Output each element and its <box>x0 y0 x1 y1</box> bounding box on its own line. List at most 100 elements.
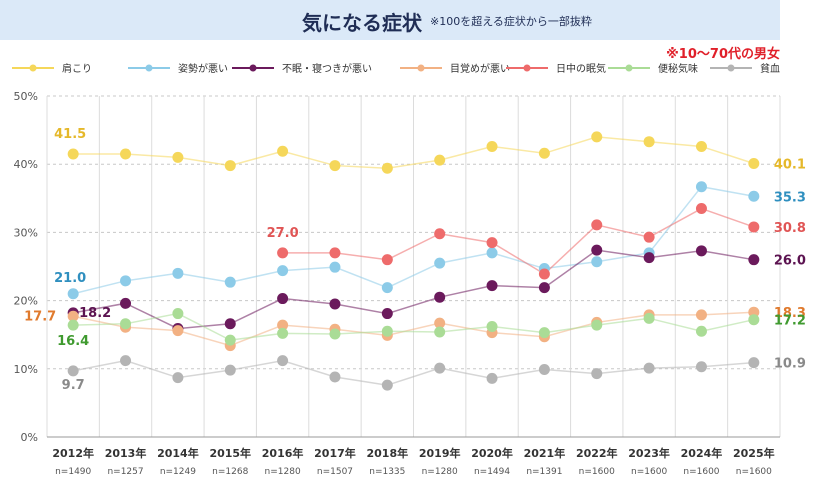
data-point <box>748 254 760 266</box>
data-label: 17.7 <box>24 309 56 324</box>
data-point <box>381 282 393 294</box>
data-point <box>695 309 707 321</box>
data-point <box>172 151 184 163</box>
data-point <box>381 254 393 266</box>
x-tick-label: 2022年 <box>576 446 618 460</box>
data-point <box>643 312 655 324</box>
data-point <box>67 148 79 160</box>
data-point <box>695 361 707 373</box>
series-line <box>282 207 755 275</box>
data-point <box>224 276 236 288</box>
data-point <box>591 131 603 143</box>
sample-size-label: n=1600 <box>683 467 719 477</box>
data-point <box>277 145 289 157</box>
data-point <box>695 203 707 215</box>
legend-marker <box>29 64 37 72</box>
data-point <box>277 355 289 367</box>
x-tick-label: 2014年 <box>157 446 199 460</box>
data-label: 18.3 <box>774 306 806 321</box>
data-point <box>591 244 603 256</box>
data-point <box>486 372 498 384</box>
legend-label: 肩こり <box>62 62 92 75</box>
data-label: 27.0 <box>267 226 299 241</box>
y-tick-label: 30% <box>14 226 38 239</box>
sample-size-label: n=1280 <box>422 467 458 477</box>
data-point <box>538 147 550 159</box>
data-point <box>695 245 707 257</box>
sample-size-label: n=1600 <box>736 467 772 477</box>
legend-label: 日中の眠気 <box>556 62 606 75</box>
legend-marker <box>727 64 735 72</box>
y-tick-label: 50% <box>14 90 38 103</box>
x-tick-label: 2017年 <box>314 446 356 460</box>
sample-size-label: n=1257 <box>107 467 143 477</box>
data-point <box>591 319 603 331</box>
data-point <box>434 317 446 329</box>
sample-size-label: n=1268 <box>212 467 248 477</box>
data-label: 40.1 <box>774 158 806 173</box>
data-point <box>329 160 341 172</box>
data-point <box>748 158 760 170</box>
legend-marker <box>249 64 257 72</box>
data-point <box>120 275 132 287</box>
sample-size-label: n=1335 <box>369 467 405 477</box>
sample-size-label: n=1507 <box>317 467 353 477</box>
legend-marker <box>523 64 531 72</box>
x-tick-label: 2020年 <box>471 446 513 460</box>
data-point <box>172 308 184 320</box>
data-point <box>748 357 760 369</box>
sample-size-label: n=1490 <box>55 467 91 477</box>
data-point <box>591 368 603 380</box>
data-point <box>434 228 446 240</box>
series-line <box>73 311 754 347</box>
data-point <box>224 364 236 376</box>
data-point <box>434 326 446 338</box>
data-point <box>381 308 393 320</box>
data-point <box>538 327 550 339</box>
data-point <box>329 261 341 273</box>
data-point <box>434 154 446 166</box>
sample-size-label: n=1391 <box>526 467 562 477</box>
data-point <box>67 310 79 322</box>
data-point <box>277 327 289 339</box>
data-point <box>381 162 393 174</box>
series-line <box>73 249 754 330</box>
legend-label: 不眠・寝つきが悪い <box>282 62 372 75</box>
data-point <box>538 363 550 375</box>
x-tick-label: 2021年 <box>524 446 566 460</box>
legend-label: 姿勢が悪い <box>178 62 228 75</box>
data-point <box>67 319 79 331</box>
x-tick-label: 2015年 <box>209 446 251 460</box>
series-line <box>73 312 754 341</box>
data-point <box>277 319 289 331</box>
data-point <box>486 247 498 259</box>
series-line <box>72 185 754 295</box>
legend-label: 貧血 <box>760 62 780 75</box>
title-note: ※100を超える症状から一部抜粋 <box>430 15 592 28</box>
y-tick-label: 20% <box>14 295 38 308</box>
sample-size-label: n=1494 <box>474 467 510 477</box>
data-point <box>591 256 603 268</box>
data-label: 18.2 <box>79 306 111 321</box>
sample-size-label: n=1280 <box>265 467 301 477</box>
data-point <box>591 219 603 231</box>
data-point <box>120 148 132 160</box>
chart-subtitle: ※10～70代の男女 <box>666 47 780 62</box>
data-point <box>329 328 341 340</box>
series-line <box>73 136 755 170</box>
data-point <box>120 318 132 330</box>
data-label: 16.4 <box>57 334 89 349</box>
data-point <box>643 362 655 374</box>
chart-title: 気になる症状 <box>302 11 422 35</box>
x-tick-label: 2023年 <box>628 446 670 460</box>
data-point <box>643 136 655 148</box>
data-label: 41.5 <box>54 127 86 142</box>
x-tick-label: 2016年 <box>262 446 304 460</box>
data-label: 9.7 <box>62 378 85 393</box>
data-point <box>172 325 184 337</box>
data-point <box>434 257 446 269</box>
data-point <box>434 362 446 374</box>
data-point <box>67 365 79 377</box>
data-point <box>434 291 446 303</box>
